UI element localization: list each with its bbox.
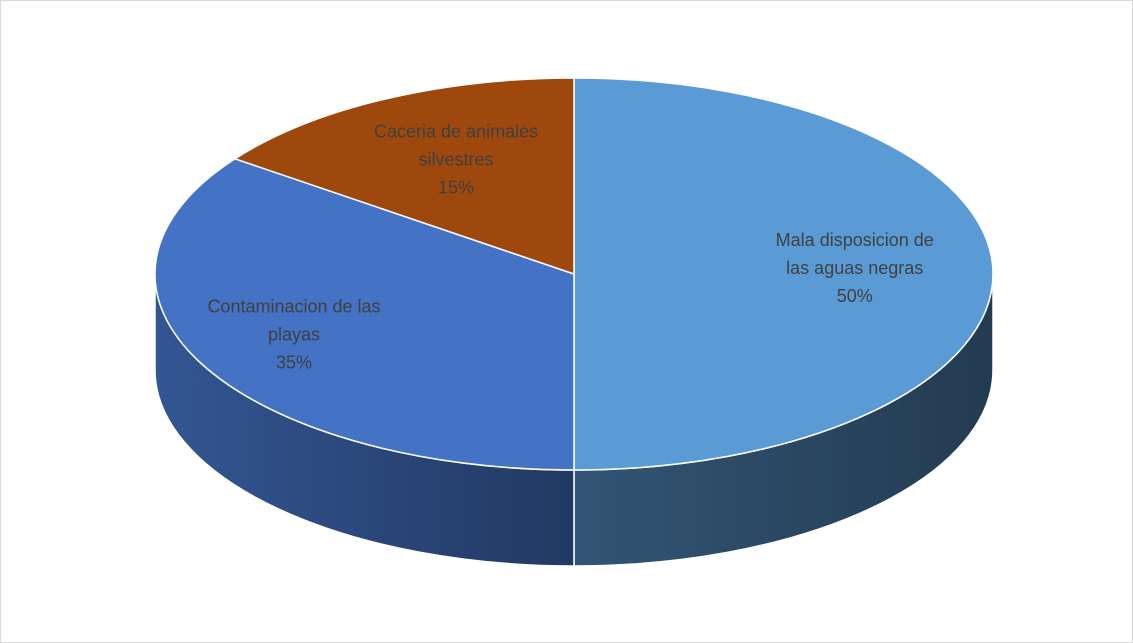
slice	[573, 77, 994, 471]
data-label-value: 15%	[438, 178, 474, 198]
data-label-value: 35%	[276, 353, 312, 373]
slice	[233, 77, 575, 276]
data-label-name: Mala disposicion de las aguas negras	[776, 230, 934, 278]
data-label-value: 50%	[837, 286, 873, 306]
data-label-name: Contaminacion de las playas	[207, 297, 380, 345]
slice	[154, 157, 575, 471]
data-label-name: Caceria de animales silvestres	[374, 122, 538, 170]
